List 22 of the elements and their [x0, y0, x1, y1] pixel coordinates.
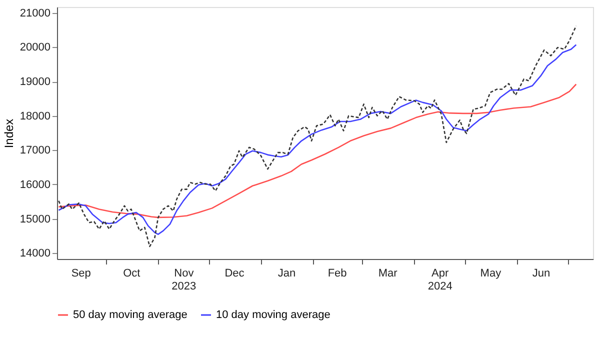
x-tick-label: Jun	[532, 268, 550, 280]
y-tick-label: 17000	[20, 144, 50, 157]
y-tick-label: 19000	[20, 76, 50, 88]
x-tick-label: Jan	[278, 268, 296, 280]
x-tick-label: May	[480, 268, 502, 280]
y-axis-title: Index	[2, 118, 16, 148]
y-tick-label: 16000	[20, 179, 50, 191]
legend-label: 10 day moving average	[216, 309, 330, 321]
y-tick-label: 18000	[20, 110, 50, 122]
x-tick-label: Apr 2024	[428, 268, 452, 292]
y-tick-label: 14000	[20, 248, 50, 260]
x-tick-label: Feb	[328, 268, 347, 280]
x-tick-label: Oct	[123, 268, 140, 280]
y-tick-label: 15000	[20, 213, 50, 226]
legend-label: 50 day moving average	[73, 309, 188, 321]
x-tick-label: Dec	[224, 268, 245, 280]
y-tick-label: 21000	[20, 7, 50, 20]
y-tick-label: 20000	[20, 42, 50, 54]
line-series	[58, 84, 577, 218]
x-tick-label: Nov 2023	[172, 268, 196, 292]
x-tick-label: Sep	[71, 268, 91, 280]
x-tick-label: Mar	[378, 268, 398, 280]
